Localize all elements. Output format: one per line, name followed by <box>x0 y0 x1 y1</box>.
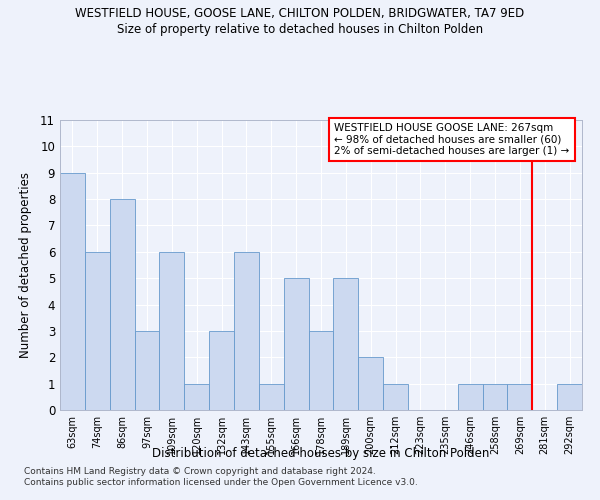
Bar <box>508 384 532 410</box>
Bar <box>284 278 308 410</box>
Bar <box>458 384 482 410</box>
Bar <box>308 331 334 410</box>
Bar <box>209 331 234 410</box>
Bar <box>334 278 358 410</box>
Bar <box>234 252 259 410</box>
Y-axis label: Number of detached properties: Number of detached properties <box>19 172 32 358</box>
Text: WESTFIELD HOUSE GOOSE LANE: 267sqm
← 98% of detached houses are smaller (60)
2% : WESTFIELD HOUSE GOOSE LANE: 267sqm ← 98%… <box>334 123 569 156</box>
Bar <box>259 384 284 410</box>
Bar <box>184 384 209 410</box>
Bar <box>110 199 134 410</box>
Bar <box>383 384 408 410</box>
Text: Contains HM Land Registry data © Crown copyright and database right 2024.
Contai: Contains HM Land Registry data © Crown c… <box>24 468 418 487</box>
Bar <box>60 172 85 410</box>
Text: Distribution of detached houses by size in Chilton Polden: Distribution of detached houses by size … <box>152 448 490 460</box>
Text: Size of property relative to detached houses in Chilton Polden: Size of property relative to detached ho… <box>117 22 483 36</box>
Bar <box>134 331 160 410</box>
Bar <box>160 252 184 410</box>
Bar <box>358 358 383 410</box>
Bar <box>85 252 110 410</box>
Bar <box>482 384 508 410</box>
Bar <box>557 384 582 410</box>
Text: WESTFIELD HOUSE, GOOSE LANE, CHILTON POLDEN, BRIDGWATER, TA7 9ED: WESTFIELD HOUSE, GOOSE LANE, CHILTON POL… <box>76 8 524 20</box>
